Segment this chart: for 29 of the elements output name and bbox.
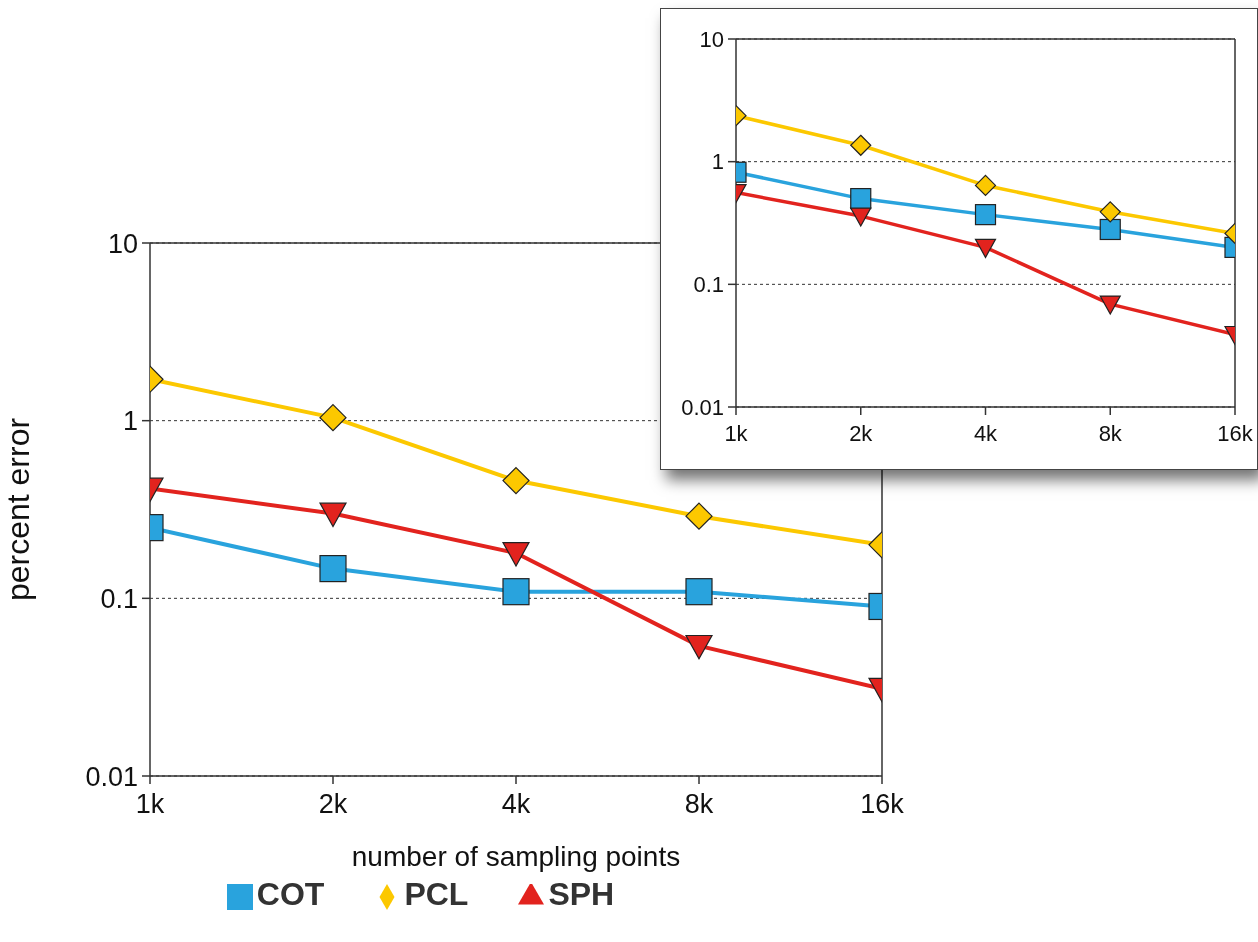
- x-tick-label: 8k: [1098, 420, 1123, 446]
- x-tick-label: 1k: [724, 420, 749, 446]
- x-axis-title: number of sampling points: [351, 841, 681, 872]
- x-tick-label: 16k: [860, 789, 905, 820]
- point: [502, 578, 530, 606]
- y-tick-label: 1: [122, 406, 138, 437]
- y-tick-label: 0.01: [85, 761, 138, 792]
- legend-label: PCL: [404, 876, 469, 912]
- y-tick-label: 10: [107, 228, 138, 259]
- x-tick-label: 4k: [973, 420, 999, 446]
- x-tick-label: 2k: [849, 420, 874, 446]
- point: [974, 174, 997, 197]
- point: [974, 204, 997, 226]
- point: [974, 238, 997, 259]
- x-tick-label: 8k: [684, 789, 714, 820]
- legend-label: SPH: [548, 876, 615, 912]
- y-axis-title: percent error: [0, 417, 37, 602]
- x-tick-label: 4k: [501, 789, 531, 820]
- y-tick-label: 0.1: [693, 272, 724, 298]
- x-tick-label: 2k: [318, 789, 348, 820]
- y-tick-label: 1: [711, 149, 724, 175]
- legend-label: COT: [256, 876, 325, 912]
- x-tick-label: 1k: [135, 789, 165, 820]
- point: [502, 466, 530, 495]
- y-tick-label: 0.01: [681, 394, 724, 420]
- y-tick-label: 10: [699, 26, 724, 52]
- x-tick-label: 16k: [1217, 420, 1254, 446]
- y-tick-label: 0.1: [100, 583, 138, 614]
- point: [502, 541, 530, 567]
